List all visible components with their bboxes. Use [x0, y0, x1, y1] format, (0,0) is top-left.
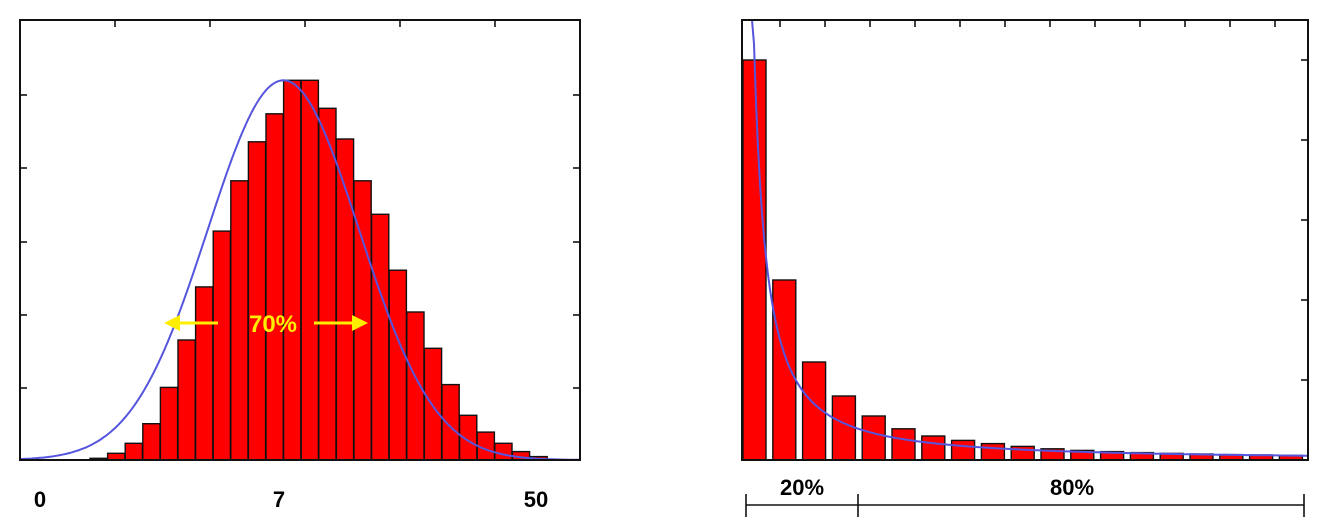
pareto-bracket: 20% 80%	[745, 475, 1305, 517]
left-plot-frame	[19, 19, 581, 461]
right-bar-7	[921, 435, 946, 461]
right-bars	[742, 59, 1304, 461]
right-bar-5	[861, 415, 886, 461]
left-bar-17	[370, 213, 390, 461]
left-bar-18	[388, 269, 408, 461]
left-bar-7	[194, 286, 214, 461]
left-bar-3	[124, 442, 144, 461]
right-bar-6	[891, 428, 916, 461]
x-tick-label-50: 50	[524, 487, 548, 512]
right-power-law-fit-curve	[751, 19, 1308, 457]
right-bar-8	[950, 439, 976, 461]
x-tick-label-7: 7	[273, 487, 285, 512]
left-bar-12	[282, 79, 302, 461]
left-bar-13	[300, 79, 320, 461]
right-axis-ticks	[779, 20, 1308, 381]
annotation-70-percent-label: 70%	[249, 311, 297, 338]
right-bar-1	[742, 59, 767, 461]
left-axis-ticks	[20, 20, 580, 389]
left-bar-8	[212, 230, 232, 461]
left-bars	[89, 79, 548, 461]
normal-distribution-chart: 70% 0 7 50	[19, 19, 581, 512]
bracket-label-20-percent: 20%	[780, 475, 824, 500]
left-normal-fit-curve	[19, 79, 580, 461]
left-bar-9	[230, 180, 249, 461]
right-bar-2	[772, 279, 797, 461]
left-bar-20	[423, 347, 443, 461]
left-70-percent-annotation: 70%	[164, 311, 368, 338]
left-bar-2	[106, 452, 126, 461]
left-bar-4	[142, 423, 161, 461]
right-bar-9	[980, 442, 1006, 461]
power-law-distribution-chart: 20% 80%	[741, 19, 1309, 517]
arrow-left-head	[164, 315, 180, 331]
left-bar-11	[265, 113, 284, 461]
left-bar-24	[494, 442, 513, 461]
right-plot-frame	[741, 19, 1309, 461]
left-bar-10	[247, 141, 267, 461]
left-bar-14	[318, 107, 337, 461]
left-bar-5	[159, 386, 179, 461]
x-tick-label-0: 0	[34, 487, 46, 512]
left-bar-6	[177, 339, 196, 461]
left-bar-21	[441, 383, 460, 461]
arrow-right-head	[352, 315, 368, 331]
right-bar-4	[831, 395, 857, 461]
bracket-label-80-percent: 80%	[1050, 475, 1094, 500]
